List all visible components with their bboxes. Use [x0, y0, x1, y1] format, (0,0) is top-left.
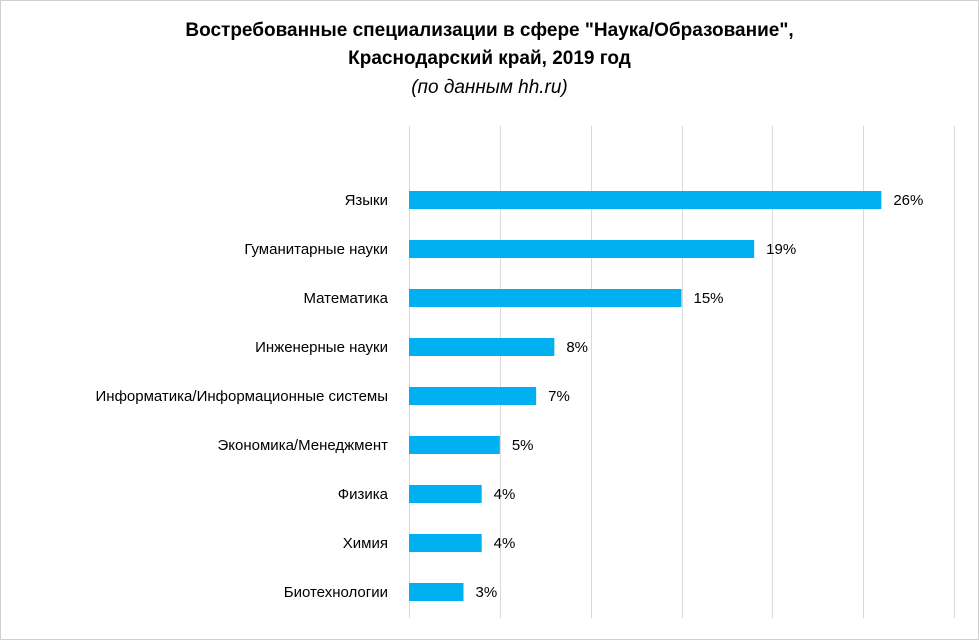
category-label: Математика — [303, 290, 388, 307]
bars — [409, 191, 882, 601]
category-label: Информатика/Информационные системы — [96, 388, 389, 405]
bar — [409, 485, 482, 503]
data-label: 5% — [512, 437, 534, 454]
category-labels: Языки Гуманитарные науки Математика Инженер… — [96, 192, 389, 601]
bar — [409, 387, 537, 405]
bar — [409, 338, 555, 356]
data-label: 15% — [694, 290, 724, 307]
category-label: Инженерные науки — [255, 339, 388, 356]
data-label: 7% — [548, 388, 570, 405]
data-label: 4% — [494, 535, 516, 552]
category-label: Языки — [345, 192, 388, 209]
chart-title-line2: Краснодарский край, 2019 год — [348, 48, 631, 69]
category-label: Физика — [338, 486, 389, 503]
bar — [409, 191, 882, 209]
data-label: 8% — [566, 339, 588, 356]
data-label: 3% — [476, 584, 498, 601]
data-labels: 26% 19% 15% 8% 7% 5% 4% 4% 3% — [476, 192, 924, 601]
data-label: 19% — [766, 241, 796, 258]
data-label: 4% — [494, 486, 516, 503]
category-label: Экономика/Менеджмент — [218, 437, 389, 454]
bar — [409, 583, 464, 601]
bar — [409, 289, 682, 307]
category-label: Биотехнологии — [284, 584, 388, 601]
chart-title: Востребованные специализации в сфере "На… — [185, 20, 794, 41]
category-label: Химия — [343, 535, 388, 552]
category-label: Гуманитарные науки — [244, 241, 388, 258]
data-label: 26% — [893, 192, 923, 209]
chart-subtitle: (по данным hh.ru) — [411, 77, 568, 98]
bar — [409, 240, 755, 258]
bar — [409, 534, 482, 552]
bar — [409, 436, 500, 454]
